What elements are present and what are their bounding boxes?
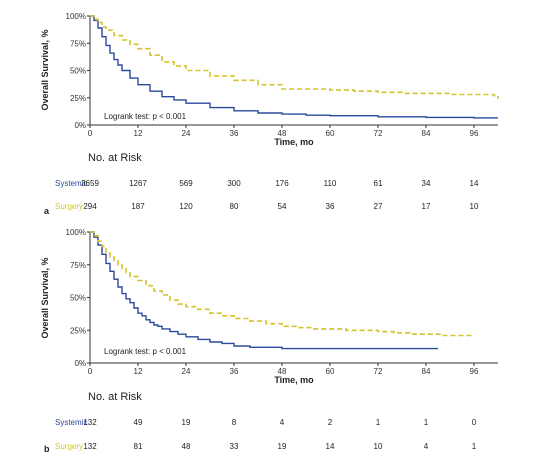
x-tick-label: 96 [470, 129, 479, 138]
risk-row-label-surgery: Surgery [55, 202, 83, 211]
risk-value: 61 [374, 179, 383, 188]
risk-row-label-surgery: Surgery [55, 442, 83, 451]
y-tick-label: 100% [66, 228, 86, 237]
risk-value: 3659 [81, 179, 99, 188]
x-tick-label: 48 [278, 129, 287, 138]
risk-value: 80 [230, 202, 239, 211]
risk-value: 19 [182, 418, 191, 427]
risk-value: 1 [376, 418, 381, 427]
y-tick-label: 50% [70, 67, 86, 76]
risk-value: 27 [374, 202, 383, 211]
x-tick-label: 60 [326, 129, 335, 138]
x-tick-label: 0 [88, 367, 93, 376]
risk-value: 48 [182, 442, 191, 451]
y-axis-title: Overall Survival, % [40, 257, 50, 338]
x-axis-title: Time, mo [274, 375, 314, 385]
y-tick-label: 25% [70, 94, 86, 103]
x-axis-title: Time, mo [274, 137, 314, 147]
y-axis-title: Overall Survival, % [40, 29, 50, 110]
series-line-surgery [90, 231, 474, 337]
risk-value: 81 [134, 442, 143, 451]
x-tick-label: 36 [230, 367, 239, 376]
logrank-annotation: Logrank test: p < 0.001 [104, 347, 187, 356]
risk-value: 132 [83, 442, 97, 451]
risk-value: 17 [422, 202, 431, 211]
panel-letter: a [44, 206, 50, 216]
risk-value: 14 [326, 442, 335, 451]
risk-value: 10 [374, 442, 383, 451]
risk-value: 4 [424, 442, 429, 451]
x-tick-label: 96 [470, 367, 479, 376]
x-tick-label: 48 [278, 367, 287, 376]
x-tick-label: 12 [134, 367, 143, 376]
risk-value: 0 [472, 418, 477, 427]
x-tick-label: 60 [326, 367, 335, 376]
risk-value: 187 [131, 202, 145, 211]
risk-value: 1 [472, 442, 477, 451]
risk-value: 120 [179, 202, 193, 211]
logrank-annotation: Logrank test: p < 0.001 [104, 112, 187, 121]
risk-value: 10 [470, 202, 479, 211]
x-tick-label: 36 [230, 129, 239, 138]
risk-value: 19 [278, 442, 287, 451]
y-tick-label: 75% [70, 261, 86, 270]
risk-value: 294 [83, 202, 97, 211]
x-tick-label: 12 [134, 129, 143, 138]
risk-value: 49 [134, 418, 143, 427]
risk-value: 300 [227, 179, 241, 188]
y-tick-label: 100% [66, 12, 86, 21]
risk-value: 110 [324, 179, 337, 188]
y-tick-label: 75% [70, 39, 86, 48]
x-tick-label: 72 [374, 367, 383, 376]
x-tick-label: 24 [182, 367, 191, 376]
risk-value: 36 [326, 202, 335, 211]
panel-letter: b [44, 444, 50, 454]
risk-value: 33 [230, 442, 239, 451]
x-tick-label: 24 [182, 129, 191, 138]
x-tick-label: 84 [422, 367, 431, 376]
risk-value: 132 [83, 418, 97, 427]
y-tick-label: 50% [70, 294, 86, 303]
chart-panel-a: 0% 25% 50% 75% 100% 0 12 24 36 48 60 72 84 96 Time, mo… [40, 12, 499, 216]
series-line-systemic [90, 15, 498, 119]
y-tick-label: 0% [74, 121, 86, 130]
risk-value: 569 [179, 179, 193, 188]
risk-value: 2 [328, 418, 333, 427]
risk-table-title: No. at Risk [88, 391, 142, 403]
risk-value: 176 [275, 179, 289, 188]
y-tick-label: 0% [74, 359, 86, 368]
risk-value: 34 [422, 179, 431, 188]
y-tick-label: 25% [70, 326, 86, 335]
risk-value: 1267 [129, 179, 147, 188]
risk-table-title: No. at Risk [88, 152, 142, 164]
series-line-systemic [90, 231, 438, 350]
risk-row-label-systemic: Systemic [55, 179, 87, 188]
risk-value: 1 [424, 418, 429, 427]
risk-value: 8 [232, 418, 237, 427]
risk-row-label-systemic: Systemic [55, 418, 87, 427]
risk-value: 54 [278, 202, 287, 211]
x-tick-label: 72 [374, 129, 383, 138]
risk-value: 4 [280, 418, 285, 427]
risk-value: 14 [470, 179, 479, 188]
x-tick-label: 84 [422, 129, 431, 138]
series-line-surgery [90, 15, 499, 99]
x-tick-label: 0 [88, 129, 93, 138]
